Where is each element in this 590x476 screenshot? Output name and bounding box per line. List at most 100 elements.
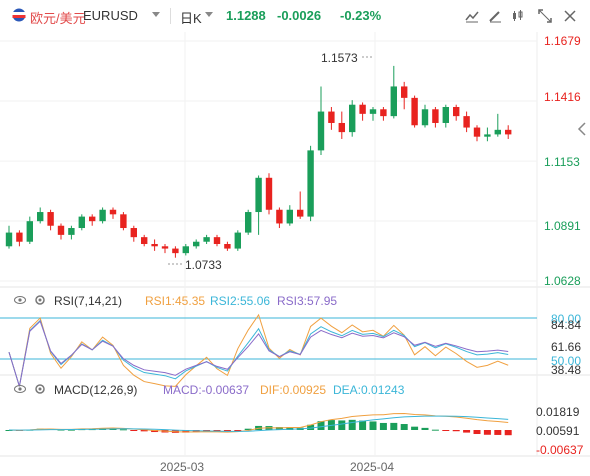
candle-body [109,209,117,215]
macd-histogram-bar [317,421,325,430]
macd-histogram-bar [140,430,148,432]
candle-body [473,127,481,137]
price-axis-label: 1.1416 [544,90,581,104]
x-axis-label: 2025-03 [160,460,205,474]
macd-plot [5,412,512,436]
price-chart[interactable] [0,32,590,476]
candle-body [484,134,491,137]
candle-body [265,177,273,210]
divider [170,8,171,24]
macd-value: MACD:-0.00637 [163,383,250,397]
x-axis-label: 2025-04 [350,460,395,474]
macd-histogram-bar [119,429,127,431]
symbol-name-cn[interactable]: 欧元/美元 [30,11,86,26]
fullscreen-icon [538,9,552,23]
rsi-axis-label: 38.48 [551,363,582,377]
price-axis-label: 1.1153 [544,155,580,169]
chart-type-button[interactable] [508,6,528,26]
rsi2-value: RSI2:55.06 [210,294,271,308]
timeframe-select[interactable]: 日K [180,11,202,26]
candle-body [16,232,23,242]
rsi1-line [8,313,509,387]
macd-histogram-bar [411,426,419,430]
candlestick-icon [513,10,523,21]
price-axis-label: 1.0891 [544,219,581,233]
candle-body [151,244,158,247]
candle-body [37,212,44,222]
macd-axis-label: -0.00637 [536,443,584,457]
macd-histogram-bar [67,429,75,431]
macd-label: MACD(12,26,9) [54,383,138,397]
gear-icon[interactable] [34,294,46,306]
candle-body [317,111,325,151]
price-axis-label: 1.1679 [544,34,581,48]
macd-histogram-bar [286,427,294,430]
candle-body [130,228,137,238]
dif-value: DIF:0.00925 [260,383,327,397]
candle-body [349,104,356,133]
candle-body [172,248,179,254]
candle-body [78,216,85,229]
candle-body [494,129,501,135]
candle-body [5,232,13,247]
candle-body [432,109,439,123]
dea-value: DEA:0.01243 [333,383,405,397]
candle-body [307,150,314,217]
macd-histogram-bar [483,430,491,435]
candle-body [47,212,54,226]
rsi3-line [8,320,509,387]
macd-histogram-bar [234,430,242,431]
macd-axis-label: 0.00591 [536,424,580,438]
macd-histogram-bar [369,421,377,430]
indicator-icon [465,11,479,23]
dif-line [8,412,509,433]
timeframe-dropdown-icon[interactable] [205,12,213,17]
collapse-panel-icon[interactable] [577,122,587,136]
candle-body [380,109,387,117]
rsi-lines [0,313,537,387]
symbol-code[interactable]: EURUSD [83,8,138,23]
candle-body [453,106,460,117]
gear-icon[interactable] [34,383,46,395]
candle-body [120,214,127,229]
dea-line [8,415,509,432]
candle-body [463,116,470,128]
high-annotation: 1.1573 [321,51,358,65]
macd-histogram-bar [473,430,481,435]
fullscreen-button[interactable] [535,6,555,26]
candle-body [141,237,148,245]
eye-icon[interactable] [14,294,26,306]
rsi-axis-label: 50.00 [551,354,582,368]
macd-histogram-bar [390,422,398,430]
macd-histogram-bar [275,427,283,430]
macd-histogram-bar [213,430,221,432]
macd-histogram-bar [421,427,429,430]
macd-histogram-bar [504,430,512,436]
eye-icon[interactable] [14,383,26,395]
symbol-dropdown-icon[interactable] [152,12,160,17]
macd-histogram-bar [452,430,460,432]
candle-body [203,237,210,242]
candle-body [234,232,241,249]
macd-histogram-bar [338,420,346,430]
last-price: 1.1288 [226,8,266,23]
candle-body [224,244,231,249]
candle-body [57,225,65,235]
macd-histogram-bar [348,419,356,430]
candle-body [338,122,345,133]
macd-histogram-bar [431,429,439,431]
macd-histogram-bar [379,422,387,430]
candle-body [193,241,200,247]
candle-body [421,109,429,126]
indicator-button[interactable] [462,6,482,26]
macd-histogram-bar [151,430,159,433]
close-button[interactable] [560,6,580,26]
draw-button[interactable] [485,6,505,26]
price-change-percent: -0.23% [340,8,382,23]
macd-histogram-bar [494,430,502,435]
candle-body [182,246,189,254]
macd-histogram-bar [442,430,450,431]
macd-histogram-bar [223,430,231,432]
candles [5,56,512,265]
macd-histogram-bar [463,430,471,433]
